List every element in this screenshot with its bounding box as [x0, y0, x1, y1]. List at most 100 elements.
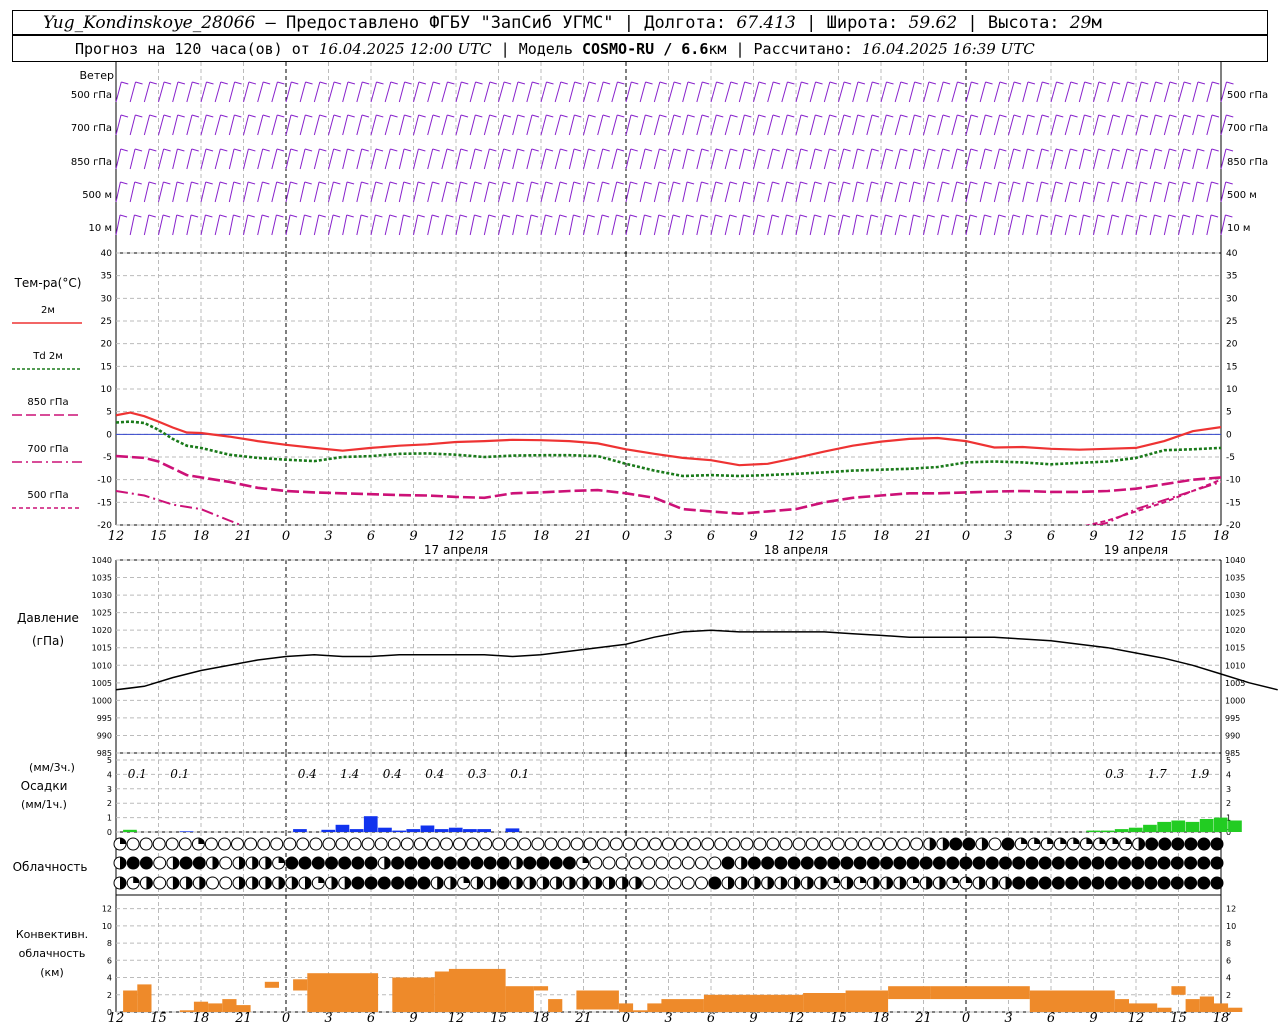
wind-barb-feather [460, 181, 468, 185]
pressure-tick-left: 1040 [92, 556, 112, 565]
wind-barb-feather [984, 214, 992, 218]
wind-barb-feather [701, 181, 709, 185]
wind-barb-feather [120, 114, 129, 118]
wind-barb-feather [503, 148, 511, 152]
wind-barb-feather [489, 81, 497, 85]
cloud-symbol [668, 876, 682, 890]
wind-barb-feather [390, 114, 398, 118]
wind-barb-shaft [158, 114, 165, 136]
wind-barb-shaft [498, 114, 505, 136]
wind-barb-feather [829, 114, 837, 118]
wind-barb-shaft [894, 148, 901, 170]
temp-hour-label: 21 [234, 529, 252, 544]
wind-barb-shaft [129, 181, 136, 203]
cloud-symbol-half [807, 877, 814, 889]
cloud-symbol [492, 837, 506, 851]
cloud-symbol [430, 856, 444, 870]
cloud-symbol [602, 856, 616, 870]
wind-barb-feather [1126, 181, 1134, 185]
cloud-symbol-half [741, 877, 748, 889]
wind-barb-shaft [1192, 81, 1199, 103]
wind-barb-feather [871, 181, 879, 185]
temp-tick-right: -10 [1226, 476, 1241, 486]
wind-barb-shaft [143, 148, 150, 170]
cloud-symbol-half [278, 877, 285, 889]
cloud-symbol-half [291, 877, 298, 889]
wind-barb-feather [969, 214, 978, 218]
precip-tick-left: 2 [107, 799, 112, 808]
cloud-symbol [400, 837, 414, 851]
wind-barb-feather [120, 148, 128, 152]
wind-barb-feather [985, 81, 993, 85]
cloud-symbol [655, 856, 669, 870]
wind-barb-shaft [469, 81, 477, 103]
wind-barb-feather [800, 148, 808, 152]
wind-barb-feather [617, 81, 625, 85]
temp-hour-label: 12 [788, 529, 805, 544]
wind-barb-shaft [710, 214, 716, 236]
wind-barb-shaft [1008, 114, 1015, 136]
wind-barb-shaft [894, 114, 902, 136]
wind-barb-feather [715, 214, 723, 218]
conv-tick-left: 4 [107, 974, 112, 983]
wind-barb-feather [1126, 148, 1135, 152]
wind-barb-shaft [866, 181, 872, 203]
wind-barb-shaft [512, 81, 519, 103]
wind-barb-feather [417, 214, 425, 218]
conv-bar [533, 986, 549, 991]
wind-barb-feather [587, 214, 595, 218]
calc-time: 16.04.2025 16:39 UTC [861, 40, 1035, 58]
wind-level-label: 500 м [82, 190, 112, 201]
conv-tick-left: 6 [107, 956, 112, 965]
cloud-symbol [972, 856, 986, 870]
bottom-hour-label: 9 [749, 1011, 757, 1024]
wind-barb-feather [1111, 214, 1120, 218]
bottom-hour-label: 9 [409, 1011, 417, 1024]
wind-barb-shaft [639, 81, 647, 103]
wind-level-label-right: 850 гПа [1227, 157, 1268, 168]
cloud-symbol [351, 856, 365, 870]
precip-bar-blue [477, 829, 491, 832]
wind-barb-feather [998, 214, 1006, 218]
wind-barb-shaft [370, 148, 377, 170]
wind-barb-shaft [342, 114, 349, 136]
cloud-symbol [283, 837, 297, 851]
wind-barb-shaft [625, 181, 631, 203]
wind-barb-feather [432, 114, 441, 118]
pressure-tick-right: 1025 [1225, 609, 1245, 618]
wind-barb-shaft [923, 214, 929, 236]
wind-barb-feather [885, 181, 893, 185]
cloud-symbol [364, 856, 378, 870]
wind-barb-feather [277, 81, 285, 85]
wind-barb-feather [970, 114, 979, 118]
wind-barb-shaft [342, 148, 348, 170]
wind-barb-shaft [214, 214, 221, 236]
wind-barb-feather [502, 214, 511, 218]
cloud-symbol [139, 856, 153, 870]
wind-barb-shaft [908, 181, 915, 203]
conv-tick-left: 8 [107, 939, 112, 948]
cloud-symbol [531, 837, 545, 851]
precip-amount-label: 0.4 [425, 767, 444, 781]
cloud-symbol [152, 837, 166, 851]
cloud-symbol [374, 837, 388, 851]
temp-hour-label: 3 [664, 529, 672, 544]
temp-hour-label: 0 [282, 529, 290, 544]
conv-bar [448, 968, 506, 1012]
wind-barb-shaft [979, 81, 987, 103]
conv-bar [930, 986, 1030, 1000]
wind-barb-feather [659, 81, 667, 85]
wind-barb-feather [616, 148, 625, 152]
wind-barb-feather [928, 81, 937, 85]
cloud-symbol [257, 837, 271, 851]
wind-barb-shaft [1121, 81, 1128, 103]
pressure-title: Давление [17, 611, 79, 625]
wind-barb-feather [913, 214, 921, 218]
wind-barb-feather [701, 148, 709, 152]
wind-barb-feather [588, 81, 597, 85]
wind-barb-feather [560, 148, 568, 152]
wind-barb-feather [290, 181, 298, 185]
wind-barb-shaft [554, 214, 561, 236]
bottom-hour-label: 15 [830, 1011, 847, 1024]
conv-bar [222, 999, 237, 1012]
